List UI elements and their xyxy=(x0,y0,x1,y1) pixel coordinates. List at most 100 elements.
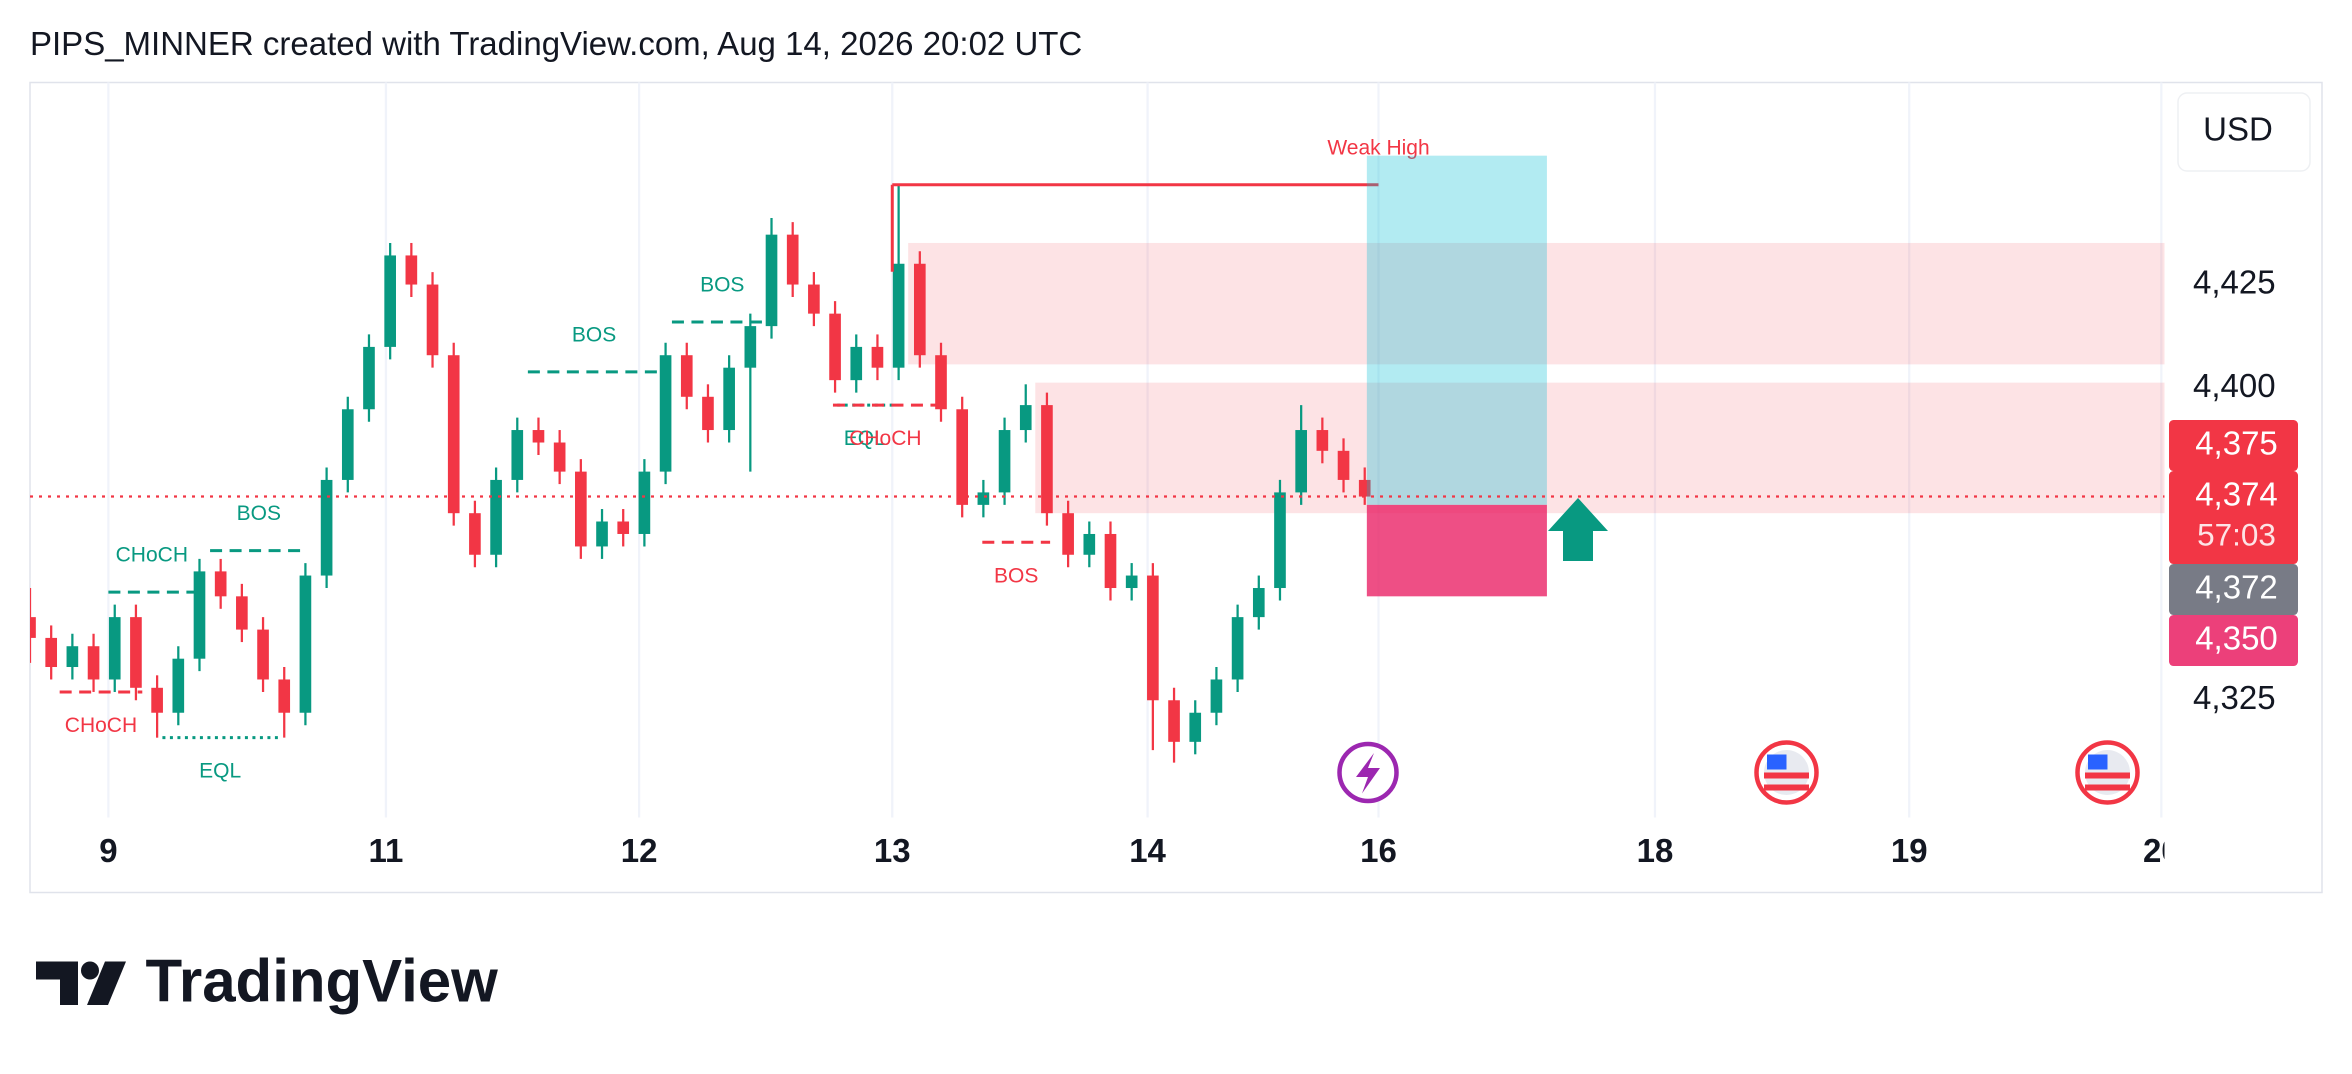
x-tick-label: 9 xyxy=(99,832,117,869)
event-icon[interactable] xyxy=(1754,740,1819,805)
candle-body xyxy=(490,479,502,555)
candle-body xyxy=(1104,533,1117,589)
candle-body xyxy=(1062,513,1074,555)
candle-body xyxy=(278,679,291,713)
structure-label: CHoCH xyxy=(849,427,921,450)
candle-body xyxy=(956,409,969,505)
y-tick-label: 4,400 xyxy=(2193,367,2276,404)
candle-body xyxy=(511,430,524,480)
candle-body xyxy=(659,355,672,472)
price-tag-label: 4,375 xyxy=(2195,424,2278,461)
candle-body xyxy=(1274,492,1286,589)
candle-body xyxy=(850,346,863,381)
x-tick-label: 13 xyxy=(874,832,911,869)
candle-body xyxy=(1125,575,1138,589)
candle-body xyxy=(193,571,206,659)
candle-body xyxy=(575,471,587,547)
candle-body xyxy=(1083,533,1096,555)
structure-label: BOS xyxy=(994,564,1038,587)
candle-body xyxy=(320,479,333,576)
candle-body xyxy=(87,646,100,680)
stop-zone xyxy=(1366,504,1547,597)
candle-body xyxy=(108,617,121,680)
candle-body xyxy=(30,617,36,638)
structure-label: BOS xyxy=(237,502,281,525)
candle-body xyxy=(151,687,163,713)
candle-body xyxy=(1189,712,1202,742)
x-axis: 9 11 12 13 14 16 18 19 20 xyxy=(99,832,2180,869)
candle-body xyxy=(977,492,990,505)
candle-body xyxy=(66,646,79,668)
candle-body xyxy=(1231,617,1244,680)
candle-body xyxy=(384,255,396,347)
candle-body xyxy=(1019,405,1032,431)
candle-body xyxy=(130,617,142,688)
y-tick-label: 4,325 xyxy=(2193,679,2276,716)
candle-body xyxy=(426,284,439,356)
structure-label: EQL xyxy=(199,760,241,783)
brand-logo xyxy=(36,961,126,1005)
price-countdown: 57:03 xyxy=(2197,516,2276,552)
target-zone xyxy=(1366,155,1547,505)
candle-body xyxy=(1337,450,1350,480)
x-tick-label: 20 xyxy=(2143,832,2180,869)
structure-label: EQL xyxy=(844,427,886,450)
buy-arrow xyxy=(1548,498,1608,561)
candle-body xyxy=(447,355,460,514)
x-tick-label: 14 xyxy=(1129,832,1166,869)
header-title: PIPS_MINNER created with TradingView.com… xyxy=(30,25,1082,62)
weak-high-label: Weak High xyxy=(1327,136,1429,159)
price-tag xyxy=(2169,615,2298,667)
candle-body xyxy=(341,409,354,480)
price-tag xyxy=(2169,564,2298,616)
price-tag xyxy=(2169,471,2298,565)
candle-body xyxy=(553,442,566,472)
candle-body xyxy=(935,355,947,410)
candle-body xyxy=(892,263,905,368)
structure-label: BOS xyxy=(700,274,744,297)
candle-body xyxy=(1252,588,1265,618)
currency-label: USD xyxy=(2203,111,2273,148)
candle-body xyxy=(913,263,926,356)
candle-body xyxy=(172,658,185,713)
candle-body xyxy=(1147,575,1159,701)
event-icon[interactable] xyxy=(2075,740,2140,805)
candle-body xyxy=(744,326,757,368)
candle-body xyxy=(680,355,693,397)
candle-body xyxy=(786,234,799,285)
x-tick-label: 19 xyxy=(1891,832,1928,869)
candle-body xyxy=(702,396,714,431)
price-tag-label: 4,374 xyxy=(2195,475,2278,512)
structure-label: BOS xyxy=(572,323,616,346)
price-tag xyxy=(2169,420,2298,472)
x-tick-label: 18 xyxy=(1637,832,1674,869)
candle-body xyxy=(214,571,227,597)
candle-body xyxy=(871,346,884,368)
y-axis: 4,325 4,400 4,425 4,375 4,374 57:03 4,372 4,350 xyxy=(2169,263,2298,716)
x-tick-label: 11 xyxy=(368,832,403,869)
candle-body xyxy=(596,521,608,547)
candle-body xyxy=(617,521,630,534)
candle-body xyxy=(532,430,545,443)
candle-body xyxy=(1168,700,1180,742)
candle-body xyxy=(998,430,1011,493)
candle-body xyxy=(405,255,418,285)
x-tick-label: 16 xyxy=(1360,832,1397,869)
candle-body xyxy=(765,234,778,327)
candle-body xyxy=(638,471,651,534)
structure-label: CHoCH xyxy=(65,714,137,737)
structure-label: CHoCH xyxy=(116,544,188,567)
price-tag-label: 4,350 xyxy=(2195,619,2278,656)
candle-body xyxy=(808,284,820,314)
currency-button[interactable] xyxy=(2177,92,2311,172)
candle-body xyxy=(1316,430,1329,451)
candle-body xyxy=(1358,479,1371,497)
candle-body xyxy=(363,346,375,410)
candle-body xyxy=(829,313,841,381)
candle-body xyxy=(236,596,248,630)
event-icon[interactable] xyxy=(1337,741,1399,804)
candle-body xyxy=(469,513,481,555)
